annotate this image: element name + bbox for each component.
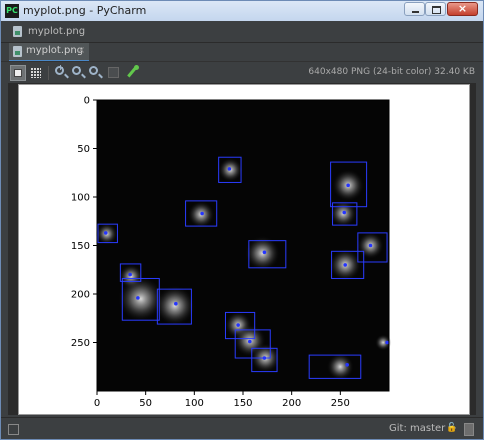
detection-point	[342, 211, 346, 215]
color-picker-icon[interactable]	[126, 65, 140, 79]
y-tick-label: 150	[71, 241, 90, 252]
detection-point	[228, 167, 232, 171]
bright-blob	[327, 353, 354, 380]
y-tick-label: 0	[84, 96, 90, 107]
toggle-icon[interactable]	[108, 67, 119, 78]
memory-icon[interactable]	[464, 423, 474, 436]
pycharm-icon: PC	[5, 4, 19, 18]
zoom-out-icon[interactable]: −	[72, 66, 81, 75]
minimize-button[interactable]	[404, 2, 425, 16]
detection-point	[136, 296, 140, 300]
close-icon: ×	[448, 2, 477, 15]
lock-icon[interactable]: 🔓	[446, 423, 457, 433]
image-frame: 0 50 100 150 200 250 0 50 100 150 200 250	[18, 84, 470, 415]
close-window-button[interactable]: ×	[447, 2, 478, 16]
navigation-bar: myplot.png	[1, 21, 483, 43]
breadcrumb-file[interactable]: myplot.png	[28, 26, 85, 37]
detection-point	[263, 356, 267, 360]
x-tick-label: 250	[331, 398, 350, 409]
detection-point	[345, 363, 349, 367]
x-tick-label: 150	[233, 398, 252, 409]
file-image-icon	[13, 46, 22, 57]
detection-point	[369, 244, 373, 248]
grid-icon[interactable]	[28, 65, 44, 81]
image-viewer: 0 50 100 150 200 250 0 50 100 150 200 250	[8, 83, 476, 415]
zoom-in-icon[interactable]: +	[55, 66, 64, 75]
zoom-in-glyph: +	[56, 63, 65, 72]
detection-point	[263, 250, 267, 254]
detection-point	[385, 341, 389, 345]
detection-point	[248, 340, 252, 344]
maximize-button[interactable]	[425, 2, 446, 16]
x-tick-label: 50	[139, 398, 152, 409]
image-info: 640x480 PNG (24-bit color) 32.40 KB	[308, 67, 475, 77]
window-title: myplot.png - PyCharm	[23, 4, 146, 17]
x-tick-label: 0	[94, 398, 100, 409]
detection-point	[128, 273, 132, 277]
detection-point	[104, 231, 108, 235]
detection-point	[200, 212, 204, 216]
zoom-out-glyph: −	[73, 63, 82, 72]
plot-image: 0 50 100 150 200 250 0 50 100 150 200 250	[19, 85, 469, 414]
y-tick-label: 100	[71, 193, 90, 204]
tab-close-icon[interactable]: ×	[77, 45, 85, 56]
y-tick-label: 250	[71, 338, 90, 349]
image-toolbar: + − 640x480 PNG (24-bit color) 32.40 KB	[1, 61, 483, 84]
editor-tabs: myplot.png ×	[1, 43, 483, 61]
toggle-tool-windows-icon[interactable]	[8, 424, 19, 435]
bright-blob	[154, 285, 195, 326]
y-tick-label: 50	[77, 144, 90, 155]
file-image-icon	[13, 26, 22, 37]
detection-point	[343, 263, 347, 267]
title-bar: PC myplot.png - PyCharm ×	[1, 1, 483, 21]
detection-point	[236, 323, 240, 327]
detection-point	[174, 302, 178, 306]
detection-point	[346, 184, 350, 188]
tab-myplot[interactable]: myplot.png ×	[9, 43, 89, 62]
fit-zoom-icon[interactable]	[10, 65, 26, 81]
tab-label: myplot.png	[26, 45, 83, 56]
y-tick-label: 200	[71, 290, 90, 301]
toolbar-separator	[48, 66, 49, 80]
x-tick-label: 200	[282, 398, 301, 409]
actual-size-icon[interactable]	[89, 66, 98, 75]
x-tick-label: 100	[185, 398, 204, 409]
status-bar: Git: master ÷ 🔓	[1, 417, 483, 440]
